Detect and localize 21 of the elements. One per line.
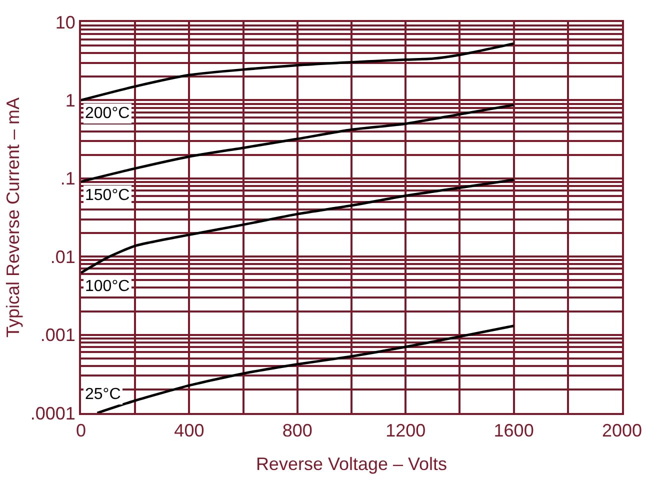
y-tick-label: 1: [65, 90, 76, 110]
line-series: [81, 104, 516, 183]
x-tick-label: 1600: [494, 420, 534, 441]
x-tick-label: 2000: [602, 420, 642, 441]
series-label: 200°C: [85, 105, 130, 122]
series-label: 150°C: [85, 187, 130, 204]
x-tick-label: 1200: [386, 420, 426, 441]
y-tick-label: .1: [60, 168, 76, 189]
y-tick-label: .01: [50, 246, 76, 267]
x-tick-label: 800: [282, 420, 312, 441]
x-tick-label: 400: [174, 420, 204, 441]
series-label: 25°C: [85, 386, 121, 403]
y-tick-label: .001: [40, 325, 76, 346]
y-tick-label: 10: [55, 12, 76, 32]
y-axis-title: Typical Reverse Current – mA: [3, 97, 24, 338]
series-label: 100°C: [85, 278, 130, 295]
line-series: [81, 178, 516, 274]
line-series: [81, 42, 516, 102]
x-tick-label: 0: [76, 420, 86, 441]
x-axis-title: Reverse Voltage – Volts: [256, 454, 448, 474]
y-tick-label: .0001: [30, 403, 76, 424]
